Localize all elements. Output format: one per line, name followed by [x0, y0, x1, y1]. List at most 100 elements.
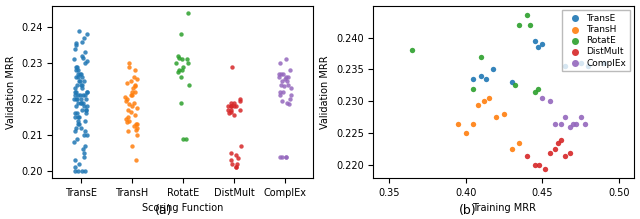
Point: [173, 54, 183, 58]
TransE: [598, 61, 609, 65]
Point: [276, 72, 286, 76]
DistMult: [565, 151, 575, 154]
ComplEx: [556, 122, 566, 125]
Point: [127, 87, 138, 90]
TransE: [575, 61, 586, 65]
Y-axis label: Validation MRR: Validation MRR: [6, 55, 15, 129]
Point: [232, 157, 243, 160]
Point: [81, 108, 91, 112]
Point: [131, 158, 141, 162]
Point: [275, 94, 285, 97]
Point: [130, 113, 140, 117]
Point: [126, 79, 136, 83]
Point: [226, 108, 236, 112]
Point: [236, 144, 246, 148]
TransH: [473, 103, 483, 106]
TransE: [468, 77, 478, 81]
Point: [280, 155, 291, 158]
ComplEx: [580, 122, 591, 125]
Point: [184, 83, 194, 87]
Point: [286, 94, 296, 97]
Point: [73, 94, 83, 97]
DistMult: [529, 164, 540, 167]
TransH: [479, 100, 489, 103]
X-axis label: Training MRR: Training MRR: [472, 203, 536, 214]
ComplEx: [575, 116, 586, 119]
Point: [79, 94, 90, 97]
TransE: [532, 45, 543, 49]
Point: [282, 79, 292, 83]
Point: [231, 166, 241, 169]
Point: [129, 76, 139, 79]
Point: [75, 94, 85, 97]
Point: [71, 43, 81, 47]
Point: [178, 65, 188, 69]
Point: [225, 158, 236, 162]
Point: [80, 61, 90, 65]
Point: [229, 104, 239, 108]
Point: [72, 137, 82, 140]
RotatE: [532, 87, 543, 90]
Point: [274, 72, 284, 76]
TransH: [499, 113, 509, 116]
Point: [77, 87, 87, 90]
TransH: [483, 97, 493, 100]
Point: [129, 124, 139, 128]
Point: [80, 119, 90, 122]
Point: [72, 97, 83, 101]
Point: [79, 79, 90, 83]
Point: [234, 108, 244, 112]
Point: [81, 112, 92, 115]
Point: [79, 130, 90, 133]
Point: [225, 110, 236, 113]
ComplEx: [550, 122, 560, 125]
Point: [131, 90, 141, 94]
Point: [70, 87, 80, 90]
Point: [130, 85, 140, 88]
Point: [278, 72, 288, 76]
Point: [124, 61, 134, 65]
Point: [223, 104, 233, 108]
Point: [285, 69, 295, 72]
Point: [73, 69, 83, 72]
Legend: TransE, TransH, RotatE, DistMult, ComplEx: TransE, TransH, RotatE, DistMult, ComplE…: [562, 10, 630, 71]
Point: [72, 122, 83, 126]
Point: [70, 76, 81, 79]
Point: [79, 36, 89, 40]
Point: [131, 128, 141, 131]
Point: [180, 137, 191, 140]
Point: [284, 103, 294, 106]
Point: [183, 11, 193, 14]
Point: [76, 97, 86, 101]
TransH: [460, 132, 470, 135]
Point: [69, 58, 79, 61]
TransE: [488, 68, 499, 71]
RotatE: [522, 13, 532, 17]
TransH: [468, 122, 478, 125]
Point: [229, 113, 239, 117]
Point: [174, 56, 184, 59]
Point: [74, 162, 84, 166]
Point: [227, 65, 237, 69]
RotatE: [468, 87, 478, 90]
DistMult: [550, 148, 560, 151]
Point: [282, 76, 292, 79]
Point: [276, 83, 286, 87]
Point: [236, 97, 246, 101]
TransE: [506, 81, 516, 84]
Point: [125, 110, 136, 113]
Point: [75, 79, 85, 83]
Point: [123, 115, 133, 119]
Point: [173, 70, 183, 74]
Point: [70, 158, 80, 162]
Point: [73, 76, 83, 79]
Point: [76, 72, 86, 76]
Point: [79, 151, 89, 155]
Point: [122, 97, 132, 101]
Point: [177, 69, 187, 72]
Point: [285, 97, 296, 101]
Point: [235, 99, 245, 103]
Point: [76, 126, 86, 130]
Point: [73, 115, 83, 119]
Point: [226, 101, 236, 104]
